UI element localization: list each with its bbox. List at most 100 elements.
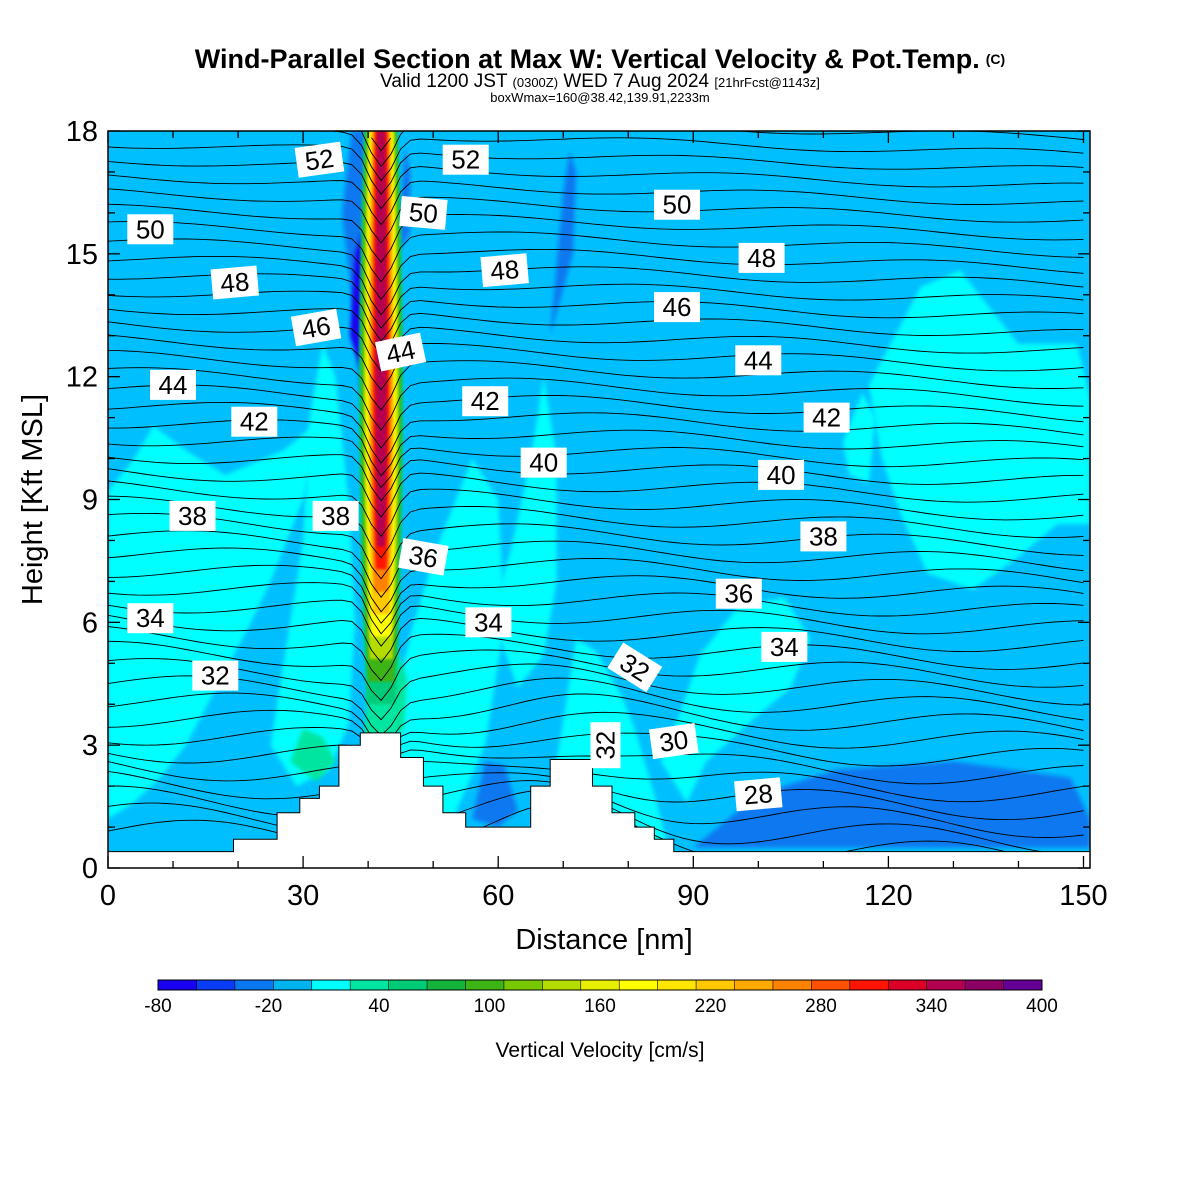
- velocity-patch: [550, 151, 577, 336]
- contour-label: 44: [374, 332, 427, 372]
- contour-label: 36: [715, 578, 762, 609]
- colorbar-tick-label: 160: [584, 996, 616, 1017]
- contour-label-box: [607, 642, 663, 693]
- contour-label-text: 44: [383, 334, 418, 369]
- contour-label-box: [312, 500, 359, 531]
- x-tick-label: 150: [1059, 880, 1107, 912]
- colorbar-swatch: [196, 980, 236, 990]
- contour-label: 42: [462, 386, 509, 417]
- y-tick-label: 3: [82, 730, 98, 762]
- isentrope-line: [108, 384, 1084, 449]
- theta-contours: [108, 131, 1084, 864]
- contour-label-text: 30: [657, 724, 690, 758]
- velocity-patch: [290, 728, 336, 782]
- contour-label-box: [715, 578, 762, 609]
- isentrope-line: [108, 273, 1084, 329]
- contour-label-text: 34: [136, 603, 165, 633]
- isentrope-line: [108, 401, 1084, 464]
- contour-label-box: [803, 402, 850, 433]
- isentrope-line: [108, 760, 1084, 803]
- colorbar-frame: [157, 979, 1043, 991]
- contour-label-text: 48: [747, 243, 776, 273]
- updraft-layer: [375, 131, 387, 547]
- y-tick-label: 6: [82, 607, 98, 639]
- x-axis: 0 30 60 90 120 150: [100, 131, 1108, 912]
- contour-label: 44: [150, 369, 196, 400]
- colorbar-tick-label: 340: [916, 996, 948, 1017]
- contour-label-box: [150, 369, 196, 400]
- contour-label-box: [462, 386, 509, 417]
- y-tick-label: 0: [82, 853, 98, 885]
- colorbar-tick-label: 100: [474, 996, 506, 1017]
- contour-label-text: 34: [770, 632, 799, 662]
- velocity-patch: [842, 393, 876, 484]
- colorbar: -80 -20 40 100 160 220 280 340 400: [144, 979, 1058, 1017]
- contour-label-box: [800, 521, 847, 552]
- contour-label: 52: [442, 144, 489, 175]
- contour-label-text: 32: [591, 731, 621, 760]
- contour-label-box: [520, 447, 567, 478]
- colorbar-swatch: [965, 980, 1004, 990]
- x-tick-label: 60: [482, 880, 514, 912]
- contour-label-box: [374, 332, 427, 372]
- contour-label-text: 36: [724, 579, 753, 609]
- contour-label: 50: [654, 189, 700, 220]
- colorbar-swatch: [465, 980, 505, 990]
- contour-label-box: [192, 660, 239, 691]
- contour-label: 42: [231, 406, 278, 437]
- contour-label-box: [290, 308, 342, 347]
- contour-label: 34: [127, 603, 174, 634]
- contour-label: 50: [399, 195, 448, 230]
- colorbar-swatch: [926, 980, 966, 990]
- colorbar-label: Vertical Velocity [cm/s]: [496, 1039, 705, 1062]
- isentrope-line: [108, 495, 1084, 559]
- contour-label-box: [738, 242, 785, 273]
- x-tick-label: 120: [864, 880, 912, 912]
- contour-label-text: 44: [159, 370, 188, 400]
- x-tick-label: 30: [287, 880, 319, 912]
- contour-label-box: [127, 603, 174, 634]
- isentrope-line: [108, 582, 1084, 635]
- title-corner-mark: (C): [985, 51, 1006, 67]
- contour-label-box: [231, 406, 278, 437]
- velocity-patch: [693, 761, 1090, 848]
- contour-label-text: 48: [219, 266, 250, 298]
- isentrope-line: [108, 675, 1084, 737]
- contour-label: 48: [480, 253, 529, 288]
- isentrope-line: [108, 530, 1084, 598]
- isentrope-line: [108, 308, 1084, 356]
- colorbar-swatch: [542, 980, 582, 990]
- contour-label: 34: [761, 631, 808, 662]
- isentrope-line: [108, 221, 1084, 283]
- isentrope-line: [108, 188, 1084, 244]
- contour-label-box: [648, 723, 699, 760]
- contour-label: 38: [800, 521, 847, 552]
- isentrope-line: [108, 131, 1084, 182]
- contour-label: 40: [520, 447, 567, 478]
- contour-label-box: [127, 214, 174, 245]
- contour-label-text: 38: [178, 501, 207, 531]
- colorbar-swatch: [350, 980, 389, 990]
- colorbar-tick-label: 400: [1026, 996, 1058, 1017]
- contour-label-box: [654, 292, 700, 323]
- isentrope-line: [108, 692, 1084, 748]
- contour-label-text: 52: [303, 143, 336, 177]
- contour-label-text: 44: [744, 345, 773, 375]
- colorbar-swatch: [657, 980, 697, 990]
- contour-label: 32: [192, 660, 239, 691]
- colorbar-swatch: [273, 980, 313, 990]
- contour-label: 50: [127, 214, 174, 245]
- contour-label-box: [465, 607, 512, 638]
- contour-label: 46: [654, 292, 700, 323]
- isentrope-line: [108, 436, 1084, 489]
- contour-label-text: 32: [201, 661, 230, 691]
- contour-label: 30: [648, 723, 699, 760]
- chart-title-text: Wind-Parallel Section at Max W: Vertical…: [194, 44, 980, 74]
- contour-label-text: 34: [474, 607, 503, 637]
- colorbar-swatch: [158, 980, 197, 990]
- isentrope-line: [108, 512, 1084, 580]
- colorbar-swatch: [696, 980, 735, 990]
- colorbar-swatch: [888, 980, 928, 990]
- colorbar-swatch: [234, 980, 274, 990]
